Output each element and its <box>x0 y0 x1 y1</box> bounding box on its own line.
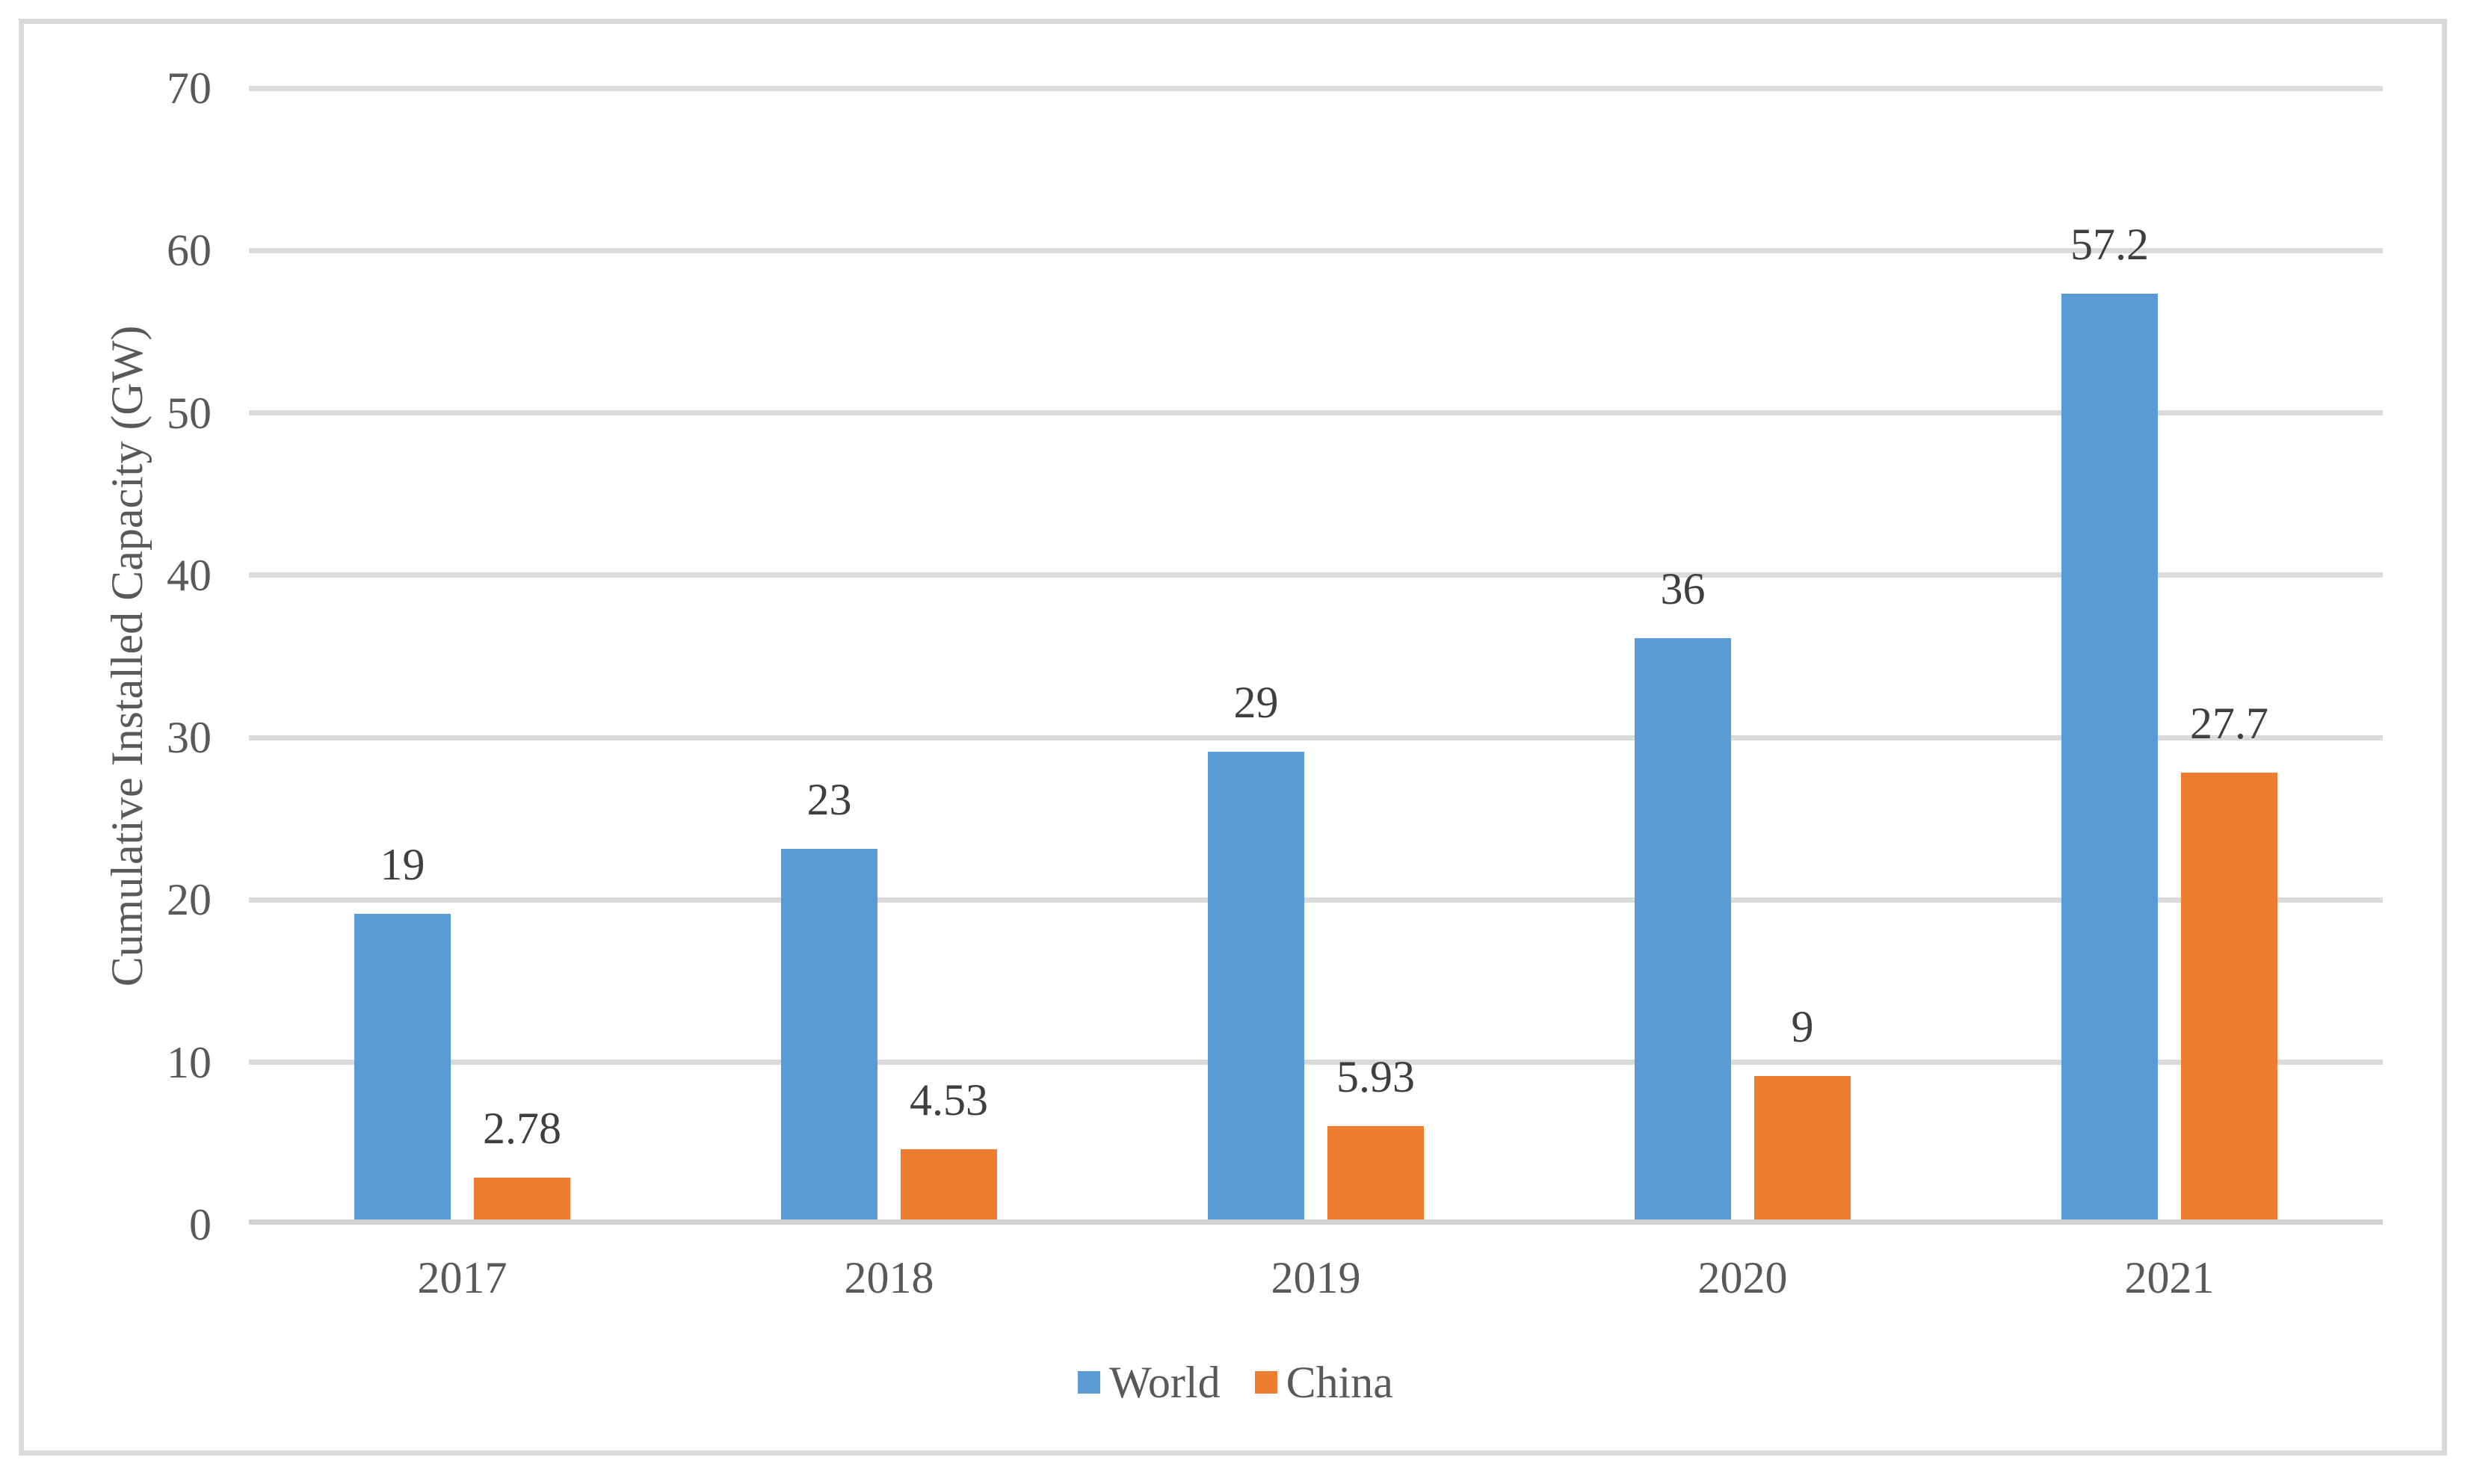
bar-world-2021 <box>2061 294 2158 1222</box>
bar-world-2018 <box>781 849 877 1222</box>
gridline-40 <box>249 572 2383 578</box>
x-tick-label-2021: 2021 <box>2124 1253 2215 1302</box>
legend-swatch-china-icon <box>1254 1371 1277 1394</box>
gridline-10 <box>249 1060 2383 1066</box>
value-label-world-2017: 19 <box>380 840 425 890</box>
legend-item-china: China <box>1254 1356 1393 1409</box>
value-label-china-2017: 2.78 <box>483 1103 561 1153</box>
legend-label-china: China <box>1286 1358 1393 1407</box>
gridline-30 <box>249 735 2383 741</box>
x-tick-label-2017: 2017 <box>417 1253 508 1302</box>
gridline-70 <box>249 85 2383 91</box>
bar-china-2017 <box>474 1177 570 1222</box>
y-tick-label-0: 0 <box>189 1200 212 1249</box>
y-tick-label-30: 30 <box>167 713 212 763</box>
x-tick-label-2019: 2019 <box>1271 1253 1361 1302</box>
bar-world-2019 <box>1208 751 1304 1222</box>
bar-china-2020 <box>1754 1076 1851 1222</box>
bar-world-2020 <box>1635 637 1731 1222</box>
y-tick-label-10: 10 <box>167 1037 212 1087</box>
x-tick-label-2018: 2018 <box>844 1253 934 1302</box>
legend-label-world: World <box>1109 1358 1221 1407</box>
bar-china-2018 <box>901 1148 997 1222</box>
gridline-60 <box>249 247 2383 253</box>
chart-border <box>19 19 2447 1456</box>
legend-item-world: World <box>1078 1356 1221 1409</box>
legend: World China <box>0 1356 2471 1409</box>
bar-china-2019 <box>1327 1126 1424 1222</box>
value-label-china-2018: 4.53 <box>910 1075 988 1125</box>
legend-swatch-world-icon <box>1078 1371 1101 1394</box>
gridline-20 <box>249 897 2383 903</box>
y-tick-label-20: 20 <box>167 875 212 925</box>
y-tick-label-60: 60 <box>167 226 212 276</box>
bar-world-2017 <box>354 914 451 1222</box>
value-label-china-2019: 5.93 <box>1336 1052 1415 1102</box>
value-label-world-2020: 36 <box>1660 563 1706 613</box>
value-label-world-2018: 23 <box>806 775 852 825</box>
value-label-world-2019: 29 <box>1233 677 1279 727</box>
x-tick-label-2020: 2020 <box>1697 1253 1788 1302</box>
value-label-world-2021: 57.2 <box>2070 220 2149 270</box>
y-tick-label-40: 40 <box>167 550 212 600</box>
y-tick-label-70: 70 <box>167 64 212 113</box>
value-label-china-2020: 9 <box>1791 1002 1814 1052</box>
gridline-50 <box>249 410 2383 416</box>
plot-area: 19 2.78 23 4.53 29 5.93 36 9 57.2 27.7 <box>249 85 2383 1225</box>
bar-china-2021 <box>2181 773 2277 1222</box>
value-label-china-2021: 27.7 <box>2190 699 2268 749</box>
x-axis-line <box>249 1219 2383 1225</box>
y-tick-label-50: 50 <box>167 388 212 438</box>
